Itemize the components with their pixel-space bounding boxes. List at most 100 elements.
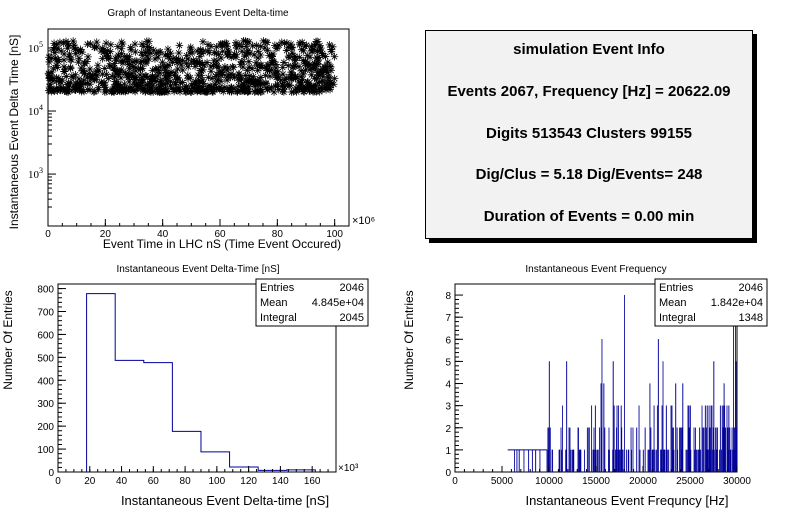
scatter-point bbox=[49, 45, 58, 54]
scatter-point bbox=[151, 73, 160, 81]
scatter-point bbox=[271, 69, 280, 78]
freq-hist-bar bbox=[673, 449, 675, 473]
scatter-point bbox=[90, 75, 99, 84]
freq-hist-bar bbox=[591, 405, 593, 473]
scatter-point bbox=[131, 80, 139, 89]
scatter-point bbox=[217, 54, 226, 62]
freq-hist-bar bbox=[546, 449, 548, 473]
scatter-point bbox=[165, 61, 173, 70]
delta-hist-bar bbox=[201, 452, 230, 472]
delta-hist-y-label: Number Of Entries bbox=[1, 290, 15, 389]
delta-hist-y-tick-label: 100 bbox=[37, 445, 54, 456]
scatter-point bbox=[287, 40, 295, 48]
scatter-point bbox=[74, 58, 83, 67]
scatter-point bbox=[329, 80, 338, 89]
scatter-point bbox=[57, 47, 66, 55]
scatter-point bbox=[193, 47, 202, 55]
delta-time-histogram: Instantaneous Event Delta-Time [nS] 0 20 4… bbox=[1, 264, 369, 508]
delta-hist-stats-box: Entries 2046 Mean 4.845e+04 Integral 2045 bbox=[255, 278, 369, 327]
freq-hist-bar bbox=[561, 449, 562, 473]
freq-hist-y-ticks: 0 1 2 3 4 5 6 7 8 bbox=[445, 291, 463, 479]
scatter-point bbox=[114, 42, 122, 51]
scatter-point bbox=[239, 87, 247, 95]
scatter-point bbox=[73, 79, 82, 88]
scatter-point bbox=[207, 67, 215, 76]
scatter-point bbox=[252, 41, 261, 50]
scatter-point bbox=[278, 81, 287, 90]
scatter-point bbox=[143, 52, 151, 60]
scatter-point bbox=[170, 71, 179, 80]
scatter-point bbox=[164, 70, 173, 78]
scatter-point bbox=[206, 84, 215, 92]
scatter-point bbox=[328, 42, 337, 51]
scatter-point bbox=[161, 84, 169, 93]
scatter-point bbox=[197, 71, 206, 80]
freq-hist-bar bbox=[685, 449, 687, 473]
scatter-point bbox=[71, 49, 80, 58]
scatter-point bbox=[218, 47, 227, 56]
freq-hist-bar bbox=[653, 405, 655, 473]
scatter-point bbox=[323, 68, 332, 77]
scatter-point bbox=[245, 63, 254, 71]
scatter-point bbox=[88, 71, 97, 80]
scatter-point bbox=[131, 48, 140, 56]
scatter-point bbox=[52, 84, 61, 92]
scatter-point bbox=[310, 74, 319, 83]
scatter-point bbox=[49, 64, 58, 73]
scatter-point bbox=[307, 71, 316, 79]
scatter-point bbox=[311, 83, 319, 91]
scatter-point bbox=[63, 80, 72, 89]
freq-hist-bar bbox=[700, 449, 702, 473]
scatter-point bbox=[251, 82, 259, 91]
delta-hist-x-ticks: 0 20 40 60 80 100 120 140 160 bbox=[55, 466, 329, 487]
scatter-point bbox=[262, 38, 270, 46]
info-digits-clusters: Digits 513543 Clusters 99155 bbox=[486, 125, 692, 142]
freq-hist-bar bbox=[535, 449, 537, 473]
scatter-point bbox=[113, 67, 122, 76]
scatter-point bbox=[114, 51, 122, 59]
freq-hist-bar bbox=[695, 449, 697, 473]
freq-hist-bar bbox=[616, 405, 618, 473]
scatter-point bbox=[288, 63, 297, 71]
scatter-point bbox=[62, 72, 71, 81]
freq-hist-bar bbox=[593, 427, 595, 473]
scatter-point bbox=[222, 39, 231, 48]
scatter-point bbox=[295, 85, 304, 94]
scatter-point bbox=[131, 87, 139, 96]
scatter-point bbox=[86, 65, 94, 73]
scatter-point bbox=[246, 72, 254, 80]
freq-hist-bar bbox=[549, 427, 551, 473]
scatter-point bbox=[93, 67, 101, 76]
scatter-point bbox=[121, 87, 130, 96]
scatter-point bbox=[325, 73, 333, 82]
scatter-point bbox=[318, 49, 327, 58]
scatter-point bbox=[86, 80, 94, 89]
freq-hist-bar bbox=[619, 449, 621, 473]
scatter-point bbox=[287, 75, 296, 83]
freq-hist-bar bbox=[628, 449, 630, 473]
scatter-point bbox=[278, 87, 287, 95]
scatter-point bbox=[287, 68, 295, 76]
freq-hist-bar bbox=[679, 427, 681, 473]
scatter-point bbox=[229, 71, 237, 80]
scatter-point bbox=[204, 73, 213, 82]
scatter-point bbox=[54, 44, 62, 53]
scatter-point bbox=[171, 78, 180, 87]
scatter-point bbox=[136, 71, 144, 79]
scatter-point bbox=[163, 78, 172, 87]
scatter-point bbox=[208, 88, 217, 96]
freq-hist-bar bbox=[599, 427, 601, 473]
scatter-point bbox=[212, 43, 221, 51]
scatter-point bbox=[195, 59, 204, 67]
scatter-point bbox=[60, 62, 68, 71]
scatter-point bbox=[209, 61, 218, 70]
scatter-point bbox=[186, 43, 195, 51]
scatter-point bbox=[132, 57, 141, 65]
scatter-point bbox=[313, 68, 322, 77]
freq-hist-bar bbox=[701, 405, 703, 473]
scatter-point bbox=[277, 76, 285, 84]
scatter-point bbox=[238, 47, 246, 56]
scatter-point bbox=[100, 46, 108, 54]
freq-hist-bar bbox=[703, 427, 704, 473]
scatter-point bbox=[283, 39, 291, 47]
